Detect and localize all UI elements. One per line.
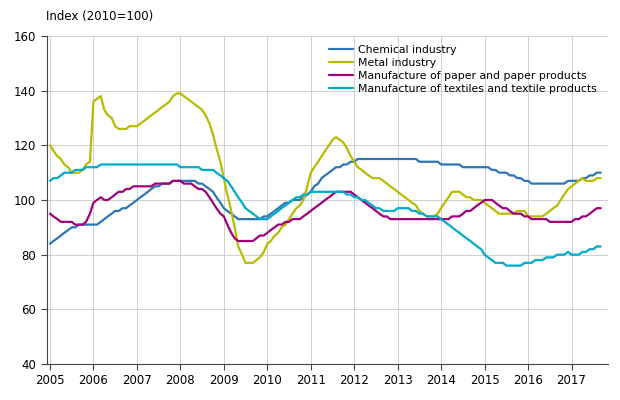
Manufacture of paper and paper products (234, 238, 242, 243)
Line: Manufacture of textiles and textile products: Manufacture of textiles and textile prod… (50, 164, 601, 266)
Chemical industry (46, 241, 54, 246)
Manufacture of paper and paper products (119, 189, 126, 194)
Manufacture of textiles and textile products (503, 263, 510, 268)
Line: Metal industry: Metal industry (50, 93, 601, 263)
Manufacture of paper and paper products (296, 217, 304, 222)
Manufacture of paper and paper products (169, 178, 177, 183)
Chemical industry (438, 162, 445, 167)
Manufacture of paper and paper products (510, 211, 518, 216)
Metal industry (578, 176, 586, 180)
Chemical industry (354, 157, 361, 162)
Manufacture of textiles and textile products (122, 162, 130, 167)
Manufacture of paper and paper products (597, 206, 604, 210)
Metal industry (46, 143, 54, 148)
Chemical industry (289, 198, 296, 202)
Line: Chemical industry: Chemical industry (50, 159, 601, 244)
Manufacture of textiles and textile products (293, 195, 300, 200)
Manufacture of paper and paper products (578, 214, 586, 219)
Metal industry (296, 203, 304, 208)
Manufacture of textiles and textile products (597, 244, 604, 249)
Metal industry (242, 260, 249, 265)
Manufacture of textiles and textile products (438, 217, 445, 222)
Manufacture of textiles and textile products (578, 250, 586, 254)
Manufacture of paper and paper products (82, 220, 90, 224)
Chemical industry (597, 170, 604, 175)
Metal industry (510, 211, 518, 216)
Chemical industry (506, 173, 513, 178)
Legend: Chemical industry, Metal industry, Manufacture of paper and paper products, Manu: Chemical industry, Metal industry, Manuf… (327, 43, 600, 96)
Text: Index (2010=100): Index (2010=100) (46, 10, 154, 23)
Manufacture of paper and paper products (46, 211, 54, 216)
Metal industry (597, 176, 604, 180)
Manufacture of textiles and textile products (46, 178, 54, 183)
Manufacture of textiles and textile products (82, 165, 90, 170)
Metal industry (82, 162, 90, 167)
Line: Manufacture of paper and paper products: Manufacture of paper and paper products (50, 181, 601, 241)
Manufacture of textiles and textile products (510, 263, 518, 268)
Chemical industry (119, 206, 126, 210)
Chemical industry (82, 222, 90, 227)
Chemical industry (593, 170, 600, 175)
Manufacture of paper and paper products (441, 217, 448, 222)
Manufacture of textiles and textile products (97, 162, 105, 167)
Metal industry (173, 91, 180, 96)
Metal industry (441, 200, 448, 205)
Metal industry (119, 126, 126, 131)
